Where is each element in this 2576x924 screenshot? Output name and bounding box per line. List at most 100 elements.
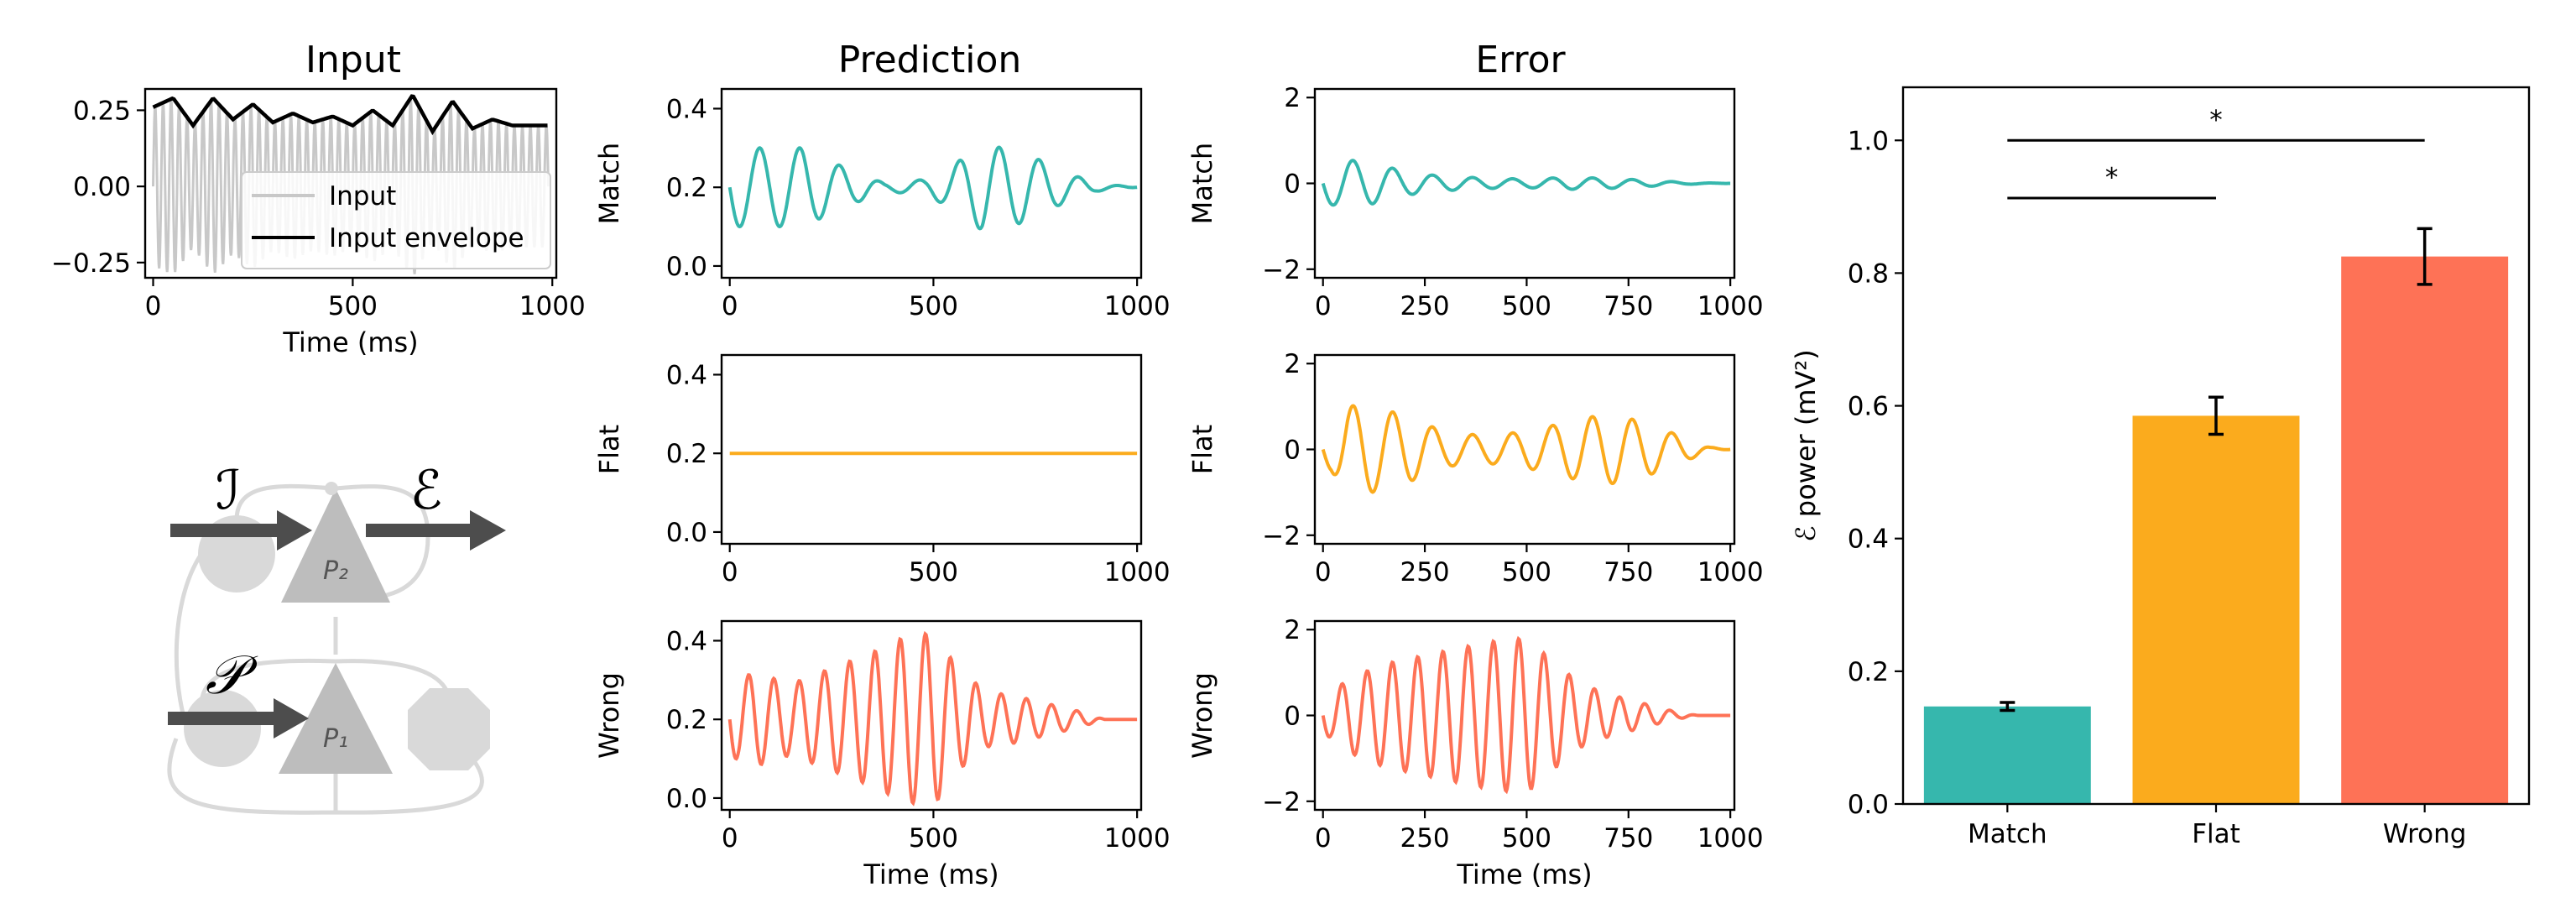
bar-ytick-label: 0.2 — [1848, 657, 1889, 687]
input-legend: Input Input envelope — [241, 171, 551, 269]
bar-axes-frame — [1901, 86, 2531, 806]
error-match-xtick-label: 1000 — [1697, 291, 1764, 321]
circuit-node — [325, 482, 338, 495]
power-bar-chart: 0.0 0.2 0.4 0.6 0.8 1.0 Match Flat Wrong * * ℰ powe… — [1790, 86, 2531, 849]
prediction-match-ylabel: Match — [593, 143, 625, 225]
octagon-neuron — [408, 688, 490, 770]
input-xtick-label: 500 — [328, 291, 378, 321]
input-xlabel: Time (ms) — [282, 326, 418, 358]
error-wrong-axes-frame — [1313, 619, 1736, 812]
error-flat-axes-frame — [1313, 353, 1736, 546]
bar-ytick-label: 1.0 — [1848, 126, 1889, 156]
prediction-wrong-panel: 0 500 1000 0.0 0.2 0.4 Wrong Time (ms) — [593, 619, 1171, 890]
prediction-wrong-ylabel: Wrong — [593, 672, 625, 759]
input-arrow — [170, 510, 312, 551]
prediction-match-axes-frame — [720, 87, 1143, 279]
interneuron-bottom — [184, 690, 261, 767]
error-flat-ytick-label: 0 — [1284, 436, 1301, 466]
p2-label: P₂ — [323, 556, 348, 586]
prediction-flat-ytick-label: 0.4 — [666, 360, 707, 390]
input-xtick-label: 1000 — [519, 291, 586, 321]
error-wrong-ytick-label: 2 — [1284, 615, 1301, 645]
prediction-match-xtick-label: 1000 — [1104, 291, 1171, 321]
error-wrong-panel: 0 250 500 750 1000 −2 0 2 Wrong Time (ms) — [1186, 615, 1764, 890]
prediction-match-ytick-label: 0.0 — [666, 252, 707, 282]
error-wrong-xtick-label: 0 — [1315, 823, 1332, 854]
significance-star: * — [2105, 163, 2119, 193]
error-match-xtick-label: 0 — [1315, 291, 1332, 321]
p1-label: P₁ — [323, 724, 348, 754]
input-axes-frame — [143, 87, 558, 279]
error-match-line — [1321, 159, 1731, 207]
error-match-xtick-label: 750 — [1603, 291, 1653, 321]
prediction-flat-xtick-label: 1000 — [1104, 557, 1171, 587]
input-symbol: ℐ — [216, 460, 241, 522]
prediction-wrong-ytick-label: 0.0 — [666, 784, 707, 814]
error-wrong-xlabel: Time (ms) — [1456, 859, 1592, 890]
circuit-bottom-loop — [167, 738, 484, 815]
error-symbol: ℰ — [410, 460, 443, 522]
bar-ytick-label: 0.4 — [1848, 525, 1889, 555]
error-match-xtick-label: 250 — [1400, 291, 1449, 321]
bar-category-label: Match — [1968, 819, 2047, 849]
legend-input-label: Input — [329, 181, 396, 211]
error-wrong-xtick-label: 750 — [1603, 823, 1653, 854]
error-flat-xtick-label: 500 — [1502, 557, 1551, 587]
prediction-flat-axes-frame — [720, 353, 1143, 546]
error-wrong-xtick-label: 250 — [1400, 823, 1449, 854]
input-ytick-label: 0.25 — [73, 96, 131, 126]
bar-ylabel: ℰ power (mV²) — [1790, 349, 1822, 541]
prediction-wrong-ytick-label: 0.2 — [666, 705, 707, 735]
prediction-wrong-axes-frame — [720, 619, 1143, 812]
prediction-match-ytick-label: 0.4 — [666, 94, 707, 124]
legend-envelope-label: Input envelope — [329, 223, 524, 253]
input-envelope-line — [152, 94, 548, 136]
circuit-loop-top — [234, 483, 332, 521]
prediction-match-line — [727, 145, 1138, 231]
pyramidal-p1 — [279, 663, 393, 774]
prediction-wrong-ytick-label: 0.4 — [666, 626, 707, 656]
prediction-wrong-xtick-label: 500 — [909, 823, 958, 854]
error-match-panel: 0 250 500 750 1000 −2 0 2 Match — [1186, 83, 1764, 321]
significance-star: * — [2209, 105, 2223, 135]
error-wrong-xtick-label: 500 — [1502, 823, 1551, 854]
error-match-ylabel: Match — [1186, 143, 1218, 225]
error-wrong-ytick-label: 0 — [1284, 702, 1301, 732]
error-match-xtick-label: 500 — [1502, 291, 1551, 321]
error-match-axes-frame — [1313, 87, 1736, 279]
bar-ytick-label: 0.8 — [1848, 258, 1889, 289]
error-flat-panel: 0 250 500 750 1000 −2 0 2 Flat — [1186, 349, 1764, 587]
prediction-match-xtick-label: 0 — [722, 291, 738, 321]
prediction-match-panel: 0 500 1000 0.0 0.2 0.4 Match — [593, 87, 1171, 321]
error-arrow — [366, 510, 506, 551]
prediction-wrong-xlabel: Time (ms) — [863, 859, 999, 890]
bar-category-label: Flat — [2192, 819, 2240, 849]
error-match-ytick-label: 2 — [1284, 83, 1301, 113]
prediction-flat-ytick-label: 0.0 — [666, 518, 707, 548]
error-flat-xtick-label: 750 — [1603, 557, 1653, 587]
prediction-wrong-line — [727, 630, 1138, 807]
bar-flat — [2132, 415, 2300, 804]
error-flat-ylabel: Flat — [1186, 425, 1218, 474]
circuit-lower-loop — [199, 658, 451, 707]
prediction-flat-xtick-label: 500 — [909, 557, 958, 587]
bar-ytick-label: 0.6 — [1848, 392, 1889, 422]
prediction-flat-ylabel: Flat — [593, 425, 625, 474]
error-flat-ytick-label: 2 — [1284, 349, 1301, 379]
bar-ytick-label: 0.0 — [1848, 790, 1889, 820]
bar-category-label: Wrong — [2383, 819, 2467, 849]
error-wrong-line — [1321, 635, 1731, 795]
prediction-match-ytick-label: 0.2 — [666, 173, 707, 203]
prediction-arrow — [168, 698, 309, 739]
pyramidal-p2 — [281, 488, 390, 603]
error-match-ytick-label: 0 — [1284, 170, 1301, 200]
error-flat-xtick-label: 250 — [1400, 557, 1449, 587]
prediction-flat-panel: 0 500 1000 0.0 0.2 0.4 Flat — [593, 353, 1171, 587]
error-wrong-ytick-label: −2 — [1262, 787, 1301, 817]
input-title: Input — [305, 39, 401, 81]
input-panel: 0 500 1000 −0.25 0.00 0.25 Time (ms) — [51, 87, 586, 358]
error-flat-line — [1321, 404, 1731, 494]
circuit-diagram: P₂ P₁ ℐ ℰ 𝒫 — [167, 460, 506, 815]
